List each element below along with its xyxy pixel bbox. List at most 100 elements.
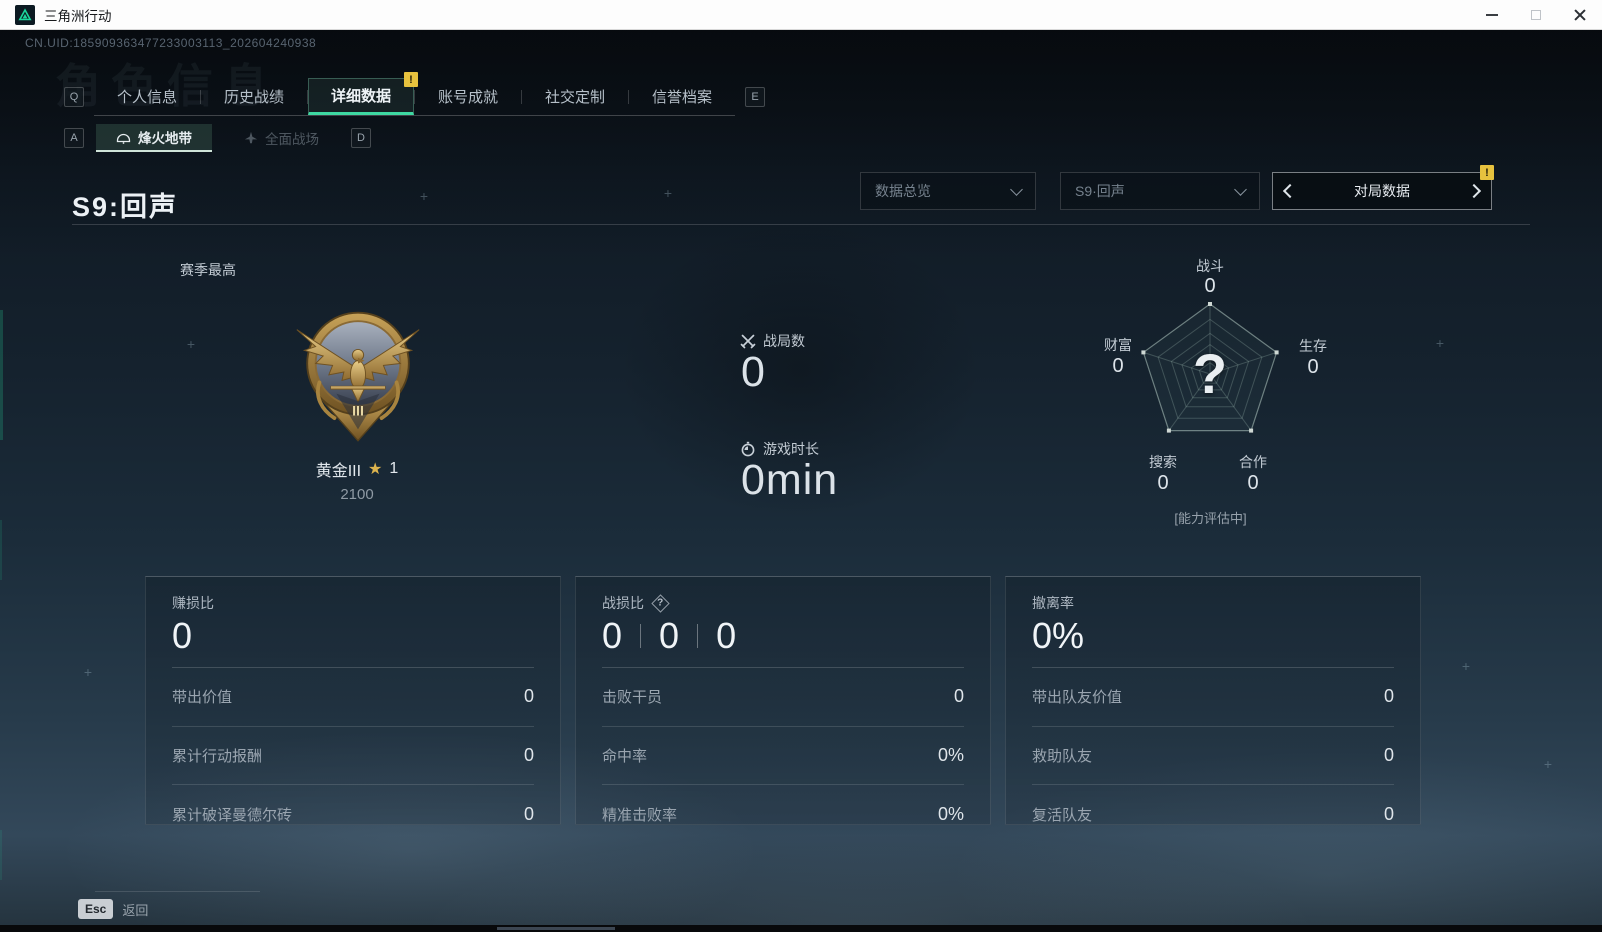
stat-value: 0 (1383, 803, 1394, 824)
card-extraction-rate: 撤离率 0% 带出队友价值 0 救助队友 0 复活队友 0 (1005, 576, 1421, 825)
plus-marker (1460, 660, 1472, 672)
bottom-bar-segment (497, 927, 615, 930)
chevron-right-icon[interactable] (1466, 183, 1482, 199)
tab-detailed-data[interactable]: 详细数据 ! (308, 72, 418, 115)
keyhint-d: D (351, 128, 371, 148)
crossed-swords-icon (740, 334, 756, 349)
stat-row: 击败干员 0 (602, 668, 964, 727)
playtime-label-row: 游戏时长 (740, 439, 819, 459)
rank-score: 2100 (340, 486, 374, 503)
radar-value-combat: 0 (1204, 275, 1216, 297)
card-title: 战损比 (602, 595, 644, 611)
rank-star-count: 1 (389, 460, 399, 477)
rank-badge-emblem: III (296, 311, 420, 442)
divider (95, 891, 260, 892)
maximize-button[interactable] (1514, 0, 1558, 30)
battles-value: 0 (741, 348, 766, 396)
stat-label: 复活队友 (1032, 806, 1093, 824)
radar-value-wealth: 0 (1112, 355, 1124, 377)
maximize-icon (1531, 10, 1541, 20)
ability-radar-chart (1141, 302, 1279, 433)
stat-value: 0% (937, 803, 964, 824)
card-title: 赚损比 (172, 595, 214, 611)
tab-alert-badge: ! (404, 72, 418, 87)
stat-label: 带出队友价值 (1032, 689, 1123, 707)
data-overview-select[interactable]: 数据总览 (860, 172, 1036, 210)
stat-label: 精准击败率 (602, 806, 678, 824)
rank-name: 黄金III (315, 463, 362, 480)
stat-row: 复活队友 0 (1032, 785, 1394, 844)
season-heading: S9:回声 (72, 192, 179, 222)
stat-label: 命中率 (602, 747, 648, 765)
tab-personal-info[interactable]: 个人信息 (116, 89, 177, 106)
stat-row: 精准击败率 0% (602, 785, 964, 844)
helmet-icon (116, 133, 131, 144)
pager-alert-badge: ! (1480, 165, 1494, 180)
close-button[interactable] (1558, 0, 1602, 30)
tab-account-achievements[interactable]: 账号成就 (437, 89, 498, 106)
esc-keycap: Esc (78, 899, 114, 919)
bottom-bar (0, 925, 1602, 932)
keyhint-e: E (745, 87, 765, 107)
chevron-left-icon[interactable] (1282, 183, 1298, 199)
stat-value: 0 (523, 686, 534, 707)
plus-marker (1434, 337, 1446, 349)
plus-marker (418, 190, 430, 202)
plus-marker (1542, 758, 1554, 770)
stat-label: 击败干员 (602, 689, 663, 707)
divider (72, 224, 1530, 225)
uid-text: CN.UID:185909363477233003113_20260424093… (25, 36, 317, 50)
battles-label-row: 战局数 (740, 331, 805, 351)
mode-tab-bar: A 烽火地带 全面战场 D (64, 124, 371, 152)
subtab-full-battlefield[interactable]: 全面战场 (224, 124, 339, 152)
stat-value: 0 (1383, 686, 1394, 707)
stat-label: 带出价值 (172, 689, 233, 707)
radar-axis-wealth: 财富 (1104, 337, 1132, 353)
back-button[interactable]: Esc 返回 (78, 899, 148, 919)
chevron-down-icon (1010, 182, 1023, 196)
rank-tier-numeral: III (352, 402, 364, 418)
stat-row: 命中率 0% (602, 727, 964, 785)
minimize-button[interactable] (1470, 0, 1514, 30)
help-icon[interactable]: ? (651, 593, 670, 613)
stat-row: 带出队友价值 0 (1032, 668, 1394, 727)
window-titlebar: 三角洲行动 (0, 0, 1602, 30)
fighter-jet-icon (244, 131, 258, 144)
stat-row: 救助队友 0 (1032, 727, 1394, 785)
back-label: 返回 (122, 902, 149, 918)
app-logo-icon (15, 4, 35, 25)
radar-unknown-mark: ? (1192, 342, 1228, 405)
plus-marker (82, 666, 94, 678)
keyhint-a: A (64, 128, 84, 148)
plus-marker (662, 187, 674, 199)
subtab-fire-zone[interactable]: 烽火地带 (96, 124, 212, 152)
tab-reputation-file[interactable]: 信誉档案 (651, 89, 712, 106)
battles-label: 战局数 (763, 333, 805, 349)
radar-axis-survival: 生存 (1299, 338, 1327, 354)
minimize-icon (1486, 14, 1498, 16)
season-select[interactable]: S9·回声 (1060, 172, 1260, 210)
card-profit-ratio: 赚损比 0 带出价值 0 累计行动报酬 0 累计破译曼德尔砖 0 (145, 576, 561, 825)
radar-axis-search: 搜索 (1149, 454, 1177, 470)
rank-badge: III (278, 292, 438, 452)
radar-value-survival: 0 (1307, 356, 1319, 378)
playtime-label: 游戏时长 (763, 441, 819, 457)
stat-value: 0% (937, 744, 964, 765)
match-data-pager[interactable]: 对局数据 ! (1272, 165, 1494, 210)
stat-value: 0 (1383, 744, 1394, 765)
ghost-page-title: 角色信息 (55, 60, 279, 112)
stat-row: 带出价值 0 (172, 668, 534, 727)
stat-value: 0 (523, 744, 534, 765)
edge-glitch (0, 830, 2, 880)
stopwatch-icon (741, 441, 755, 457)
stat-row: 累计行动报酬 0 (172, 727, 534, 785)
tab-social-customization[interactable]: 社交定制 (544, 89, 605, 106)
stat-row: 累计破译曼德尔砖 0 (172, 785, 534, 844)
tab-history-record[interactable]: 历史战绩 (223, 89, 284, 106)
pager-label: 对局数据 (1354, 183, 1410, 199)
stat-value: 0 (523, 803, 534, 824)
radar-value-cooperation: 0 (1247, 472, 1259, 494)
stat-value: 0 (953, 686, 964, 707)
